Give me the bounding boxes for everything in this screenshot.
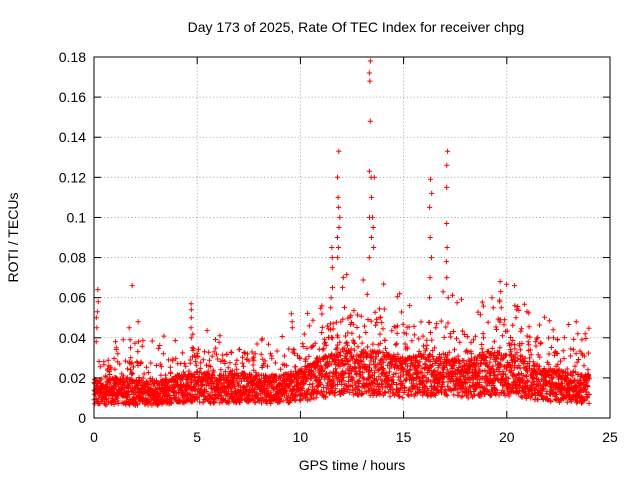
y-tick-label: 0.08	[59, 250, 86, 266]
y-tick-label: 0.14	[59, 129, 86, 145]
axis-ticks: 0 5 10 15 20 25 0 0.02 0.04 0.06 0.08 0.1 0.12 0.14 0.…	[59, 49, 618, 445]
y-tick-label: 0	[78, 410, 86, 426]
y-axis-label: ROTI / TECUs	[5, 193, 21, 283]
x-tick-label: 10	[293, 429, 309, 445]
grid-lines	[94, 57, 610, 418]
y-tick-label: 0.12	[59, 169, 86, 185]
y-tick-label: 0.02	[59, 370, 86, 386]
y-tick-label: 0.18	[59, 49, 86, 65]
x-tick-label: 15	[396, 429, 412, 445]
plot-frame	[93, 56, 611, 419]
y-tick-label: 0.1	[67, 209, 87, 225]
y-tick-label: 0.04	[59, 330, 86, 346]
x-axis-label: GPS time / hours	[299, 457, 406, 473]
data-points	[91, 58, 592, 408]
x-tick-label: 25	[602, 429, 618, 445]
y-tick-label: 0.16	[59, 89, 86, 105]
x-tick-label: 0	[90, 429, 98, 445]
x-tick-label: 5	[193, 429, 201, 445]
roti-point-markers	[91, 58, 592, 408]
y-tick-label: 0.06	[59, 290, 86, 306]
chart-title: Day 173 of 2025, Rate Of TEC Index for r…	[188, 19, 525, 35]
x-tick-label: 20	[499, 429, 515, 445]
